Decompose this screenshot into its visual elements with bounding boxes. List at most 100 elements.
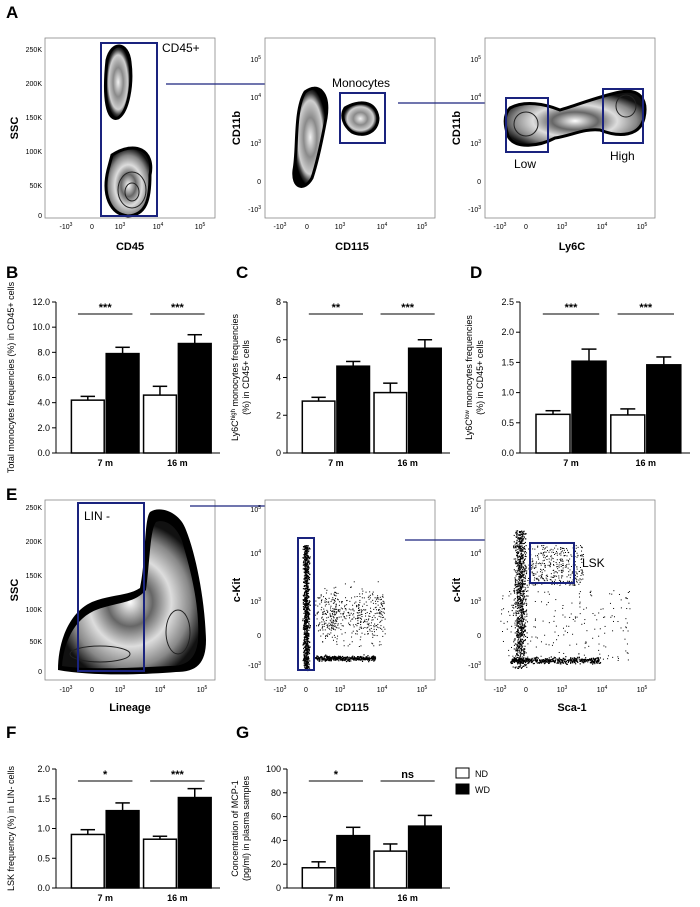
- dot: [349, 658, 351, 660]
- dot: [523, 593, 525, 595]
- dot: [526, 658, 528, 660]
- dot: [522, 615, 524, 617]
- dot: [626, 652, 628, 654]
- dot: [520, 627, 522, 629]
- dot: [545, 551, 547, 553]
- dot: [519, 645, 521, 647]
- dot: [354, 602, 356, 604]
- dot: [579, 659, 582, 661]
- dot: [515, 647, 518, 649]
- dot: [307, 661, 310, 664]
- dot: [626, 622, 628, 624]
- dot: [520, 667, 523, 669]
- tick-label: 103: [470, 139, 481, 148]
- dot: [363, 597, 365, 599]
- dot: [307, 640, 309, 642]
- dot: [577, 661, 579, 663]
- dot: [368, 624, 370, 626]
- dot: [304, 629, 306, 631]
- dot: [576, 580, 578, 582]
- dot: [525, 567, 527, 569]
- dot: [521, 565, 523, 567]
- dot: [318, 657, 320, 659]
- dot: [306, 660, 308, 662]
- dot: [574, 658, 576, 660]
- dot: [521, 633, 523, 636]
- dot: [324, 660, 327, 662]
- dot: [333, 657, 335, 659]
- tick-label: 0: [524, 224, 528, 231]
- tick-label: 105: [417, 685, 428, 694]
- dot: [517, 551, 519, 553]
- dot: [331, 612, 333, 614]
- dot: [330, 605, 332, 607]
- dot: [376, 625, 378, 627]
- dot: [514, 620, 516, 622]
- dot: [553, 561, 555, 563]
- dot: [338, 609, 340, 611]
- dot: [514, 590, 516, 592]
- significance-label: ***: [639, 302, 653, 314]
- dot: [519, 663, 521, 665]
- dot: [376, 612, 378, 614]
- dot: [512, 660, 514, 662]
- dot: [326, 601, 328, 603]
- dot: [359, 614, 361, 616]
- dot: [516, 644, 518, 647]
- dot: [339, 611, 341, 613]
- dot: [544, 563, 546, 565]
- dot: [514, 578, 516, 580]
- dot: [560, 547, 562, 549]
- dot: [334, 623, 336, 625]
- dot: [522, 665, 524, 667]
- dot: [560, 581, 562, 583]
- dot: [339, 656, 342, 659]
- dot: [308, 618, 311, 620]
- dot: [521, 534, 523, 536]
- dot: [309, 609, 311, 612]
- dot: [328, 627, 330, 629]
- dot: [305, 583, 308, 586]
- dot: [303, 581, 305, 584]
- dot: [560, 663, 562, 665]
- dot: [521, 631, 523, 633]
- dot: [339, 609, 341, 611]
- dot: [328, 657, 330, 659]
- dot: [325, 613, 327, 615]
- dot: [321, 658, 323, 660]
- dot: [588, 659, 590, 662]
- dot: [541, 576, 543, 578]
- tick-label: 105: [197, 685, 208, 694]
- dot: [542, 578, 544, 580]
- dot: [524, 598, 526, 600]
- dot: [521, 611, 523, 613]
- dot: [563, 555, 565, 557]
- dot: [305, 645, 307, 647]
- dot: [553, 620, 555, 622]
- dot: [528, 660, 531, 662]
- dot: [518, 565, 520, 567]
- dot: [349, 643, 351, 645]
- dot: [540, 662, 542, 664]
- dot: [511, 646, 513, 648]
- dot: [519, 648, 522, 650]
- dot: [547, 601, 549, 603]
- y-tick-label: 0.0: [501, 448, 514, 458]
- dot: [372, 602, 374, 604]
- dot: [329, 633, 331, 635]
- dot: [577, 546, 579, 548]
- dot: [352, 624, 354, 626]
- dot: [517, 592, 520, 594]
- dot: [369, 597, 371, 599]
- dot: [519, 606, 522, 608]
- dot: [516, 530, 518, 532]
- dot: [517, 584, 519, 586]
- dot: [356, 605, 358, 607]
- dot: [583, 654, 585, 656]
- dot: [560, 580, 562, 582]
- dot: [307, 606, 310, 608]
- dot: [521, 546, 523, 548]
- dot: [574, 617, 576, 619]
- dot: [519, 568, 521, 570]
- dot: [377, 609, 379, 611]
